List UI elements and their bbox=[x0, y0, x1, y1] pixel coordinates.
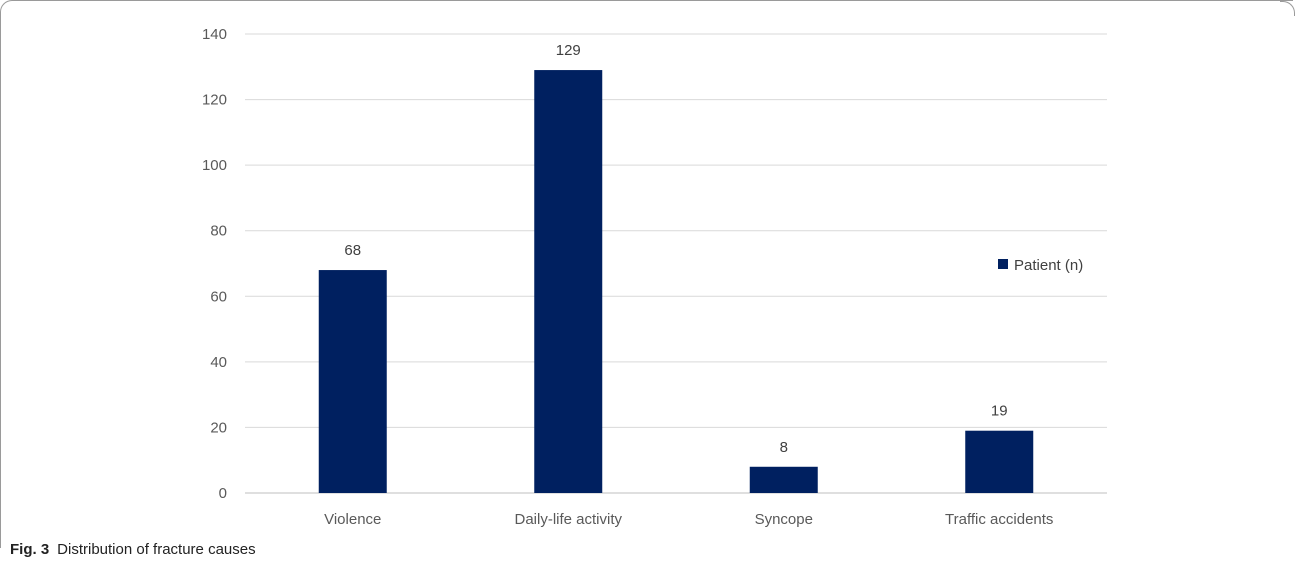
x-tick-label: Violence bbox=[324, 511, 381, 528]
gridlines bbox=[245, 33, 1107, 494]
y-tick-label: 20 bbox=[210, 419, 227, 436]
data-label: 19 bbox=[991, 403, 1008, 420]
data-label: 129 bbox=[556, 42, 581, 59]
figure-caption-text: Distribution of fracture causes bbox=[57, 541, 256, 558]
y-axis-ticks: 0 20 40 60 80 100 120 140 bbox=[202, 26, 227, 502]
bar bbox=[749, 466, 818, 493]
bar bbox=[965, 430, 1034, 493]
bar bbox=[318, 270, 387, 493]
figure-caption: Fig. 3 Distribution of fracture causes bbox=[10, 541, 256, 558]
data-label: 68 bbox=[344, 242, 361, 259]
x-tick-label: Syncope bbox=[755, 511, 813, 528]
y-tick-label: 120 bbox=[202, 92, 227, 109]
y-tick-label: 80 bbox=[210, 223, 227, 240]
data-label: 8 bbox=[780, 439, 788, 456]
legend: Patient (n) bbox=[998, 257, 1083, 274]
y-tick-label: 60 bbox=[210, 288, 227, 305]
legend-label: Patient (n) bbox=[1014, 257, 1083, 274]
bar bbox=[534, 70, 603, 494]
x-tick-label: Traffic accidents bbox=[945, 511, 1053, 528]
y-tick-label: 40 bbox=[210, 354, 227, 371]
bars: 68 129 8 19 bbox=[318, 42, 1034, 494]
y-tick-label: 140 bbox=[202, 26, 227, 43]
y-tick-label: 0 bbox=[219, 485, 227, 502]
x-axis-ticks: Violence Daily-life activity Syncope Traffi… bbox=[324, 511, 1053, 528]
y-tick-label: 100 bbox=[202, 157, 227, 174]
legend-swatch bbox=[998, 259, 1008, 269]
figure-number: Fig. 3 bbox=[10, 541, 50, 558]
x-tick-label: Daily-life activity bbox=[514, 511, 622, 528]
